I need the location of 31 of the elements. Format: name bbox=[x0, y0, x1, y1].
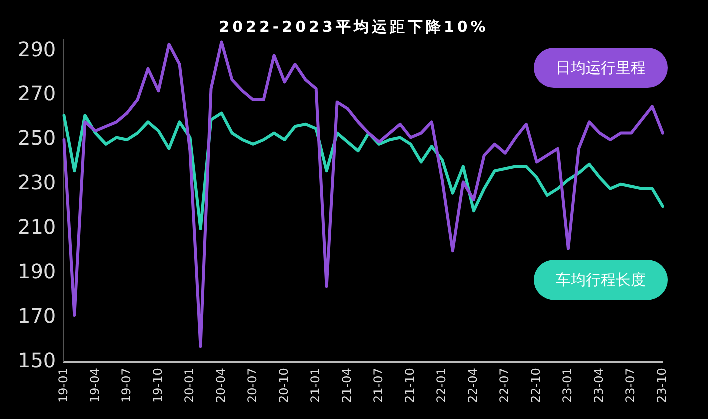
x-tick-label: 22-07 bbox=[498, 368, 512, 404]
x-tick-label: 19-01 bbox=[56, 368, 70, 404]
x-tick-label: 23-10 bbox=[655, 368, 670, 404]
y-tick-label: 210 bbox=[18, 215, 56, 240]
x-tick-label: 22-04 bbox=[466, 368, 480, 404]
y-tick-label: 270 bbox=[18, 82, 56, 106]
text: 车均行程长度 bbox=[556, 271, 646, 290]
y-tick-label: 170 bbox=[18, 304, 56, 328]
x-tick-label: 19-07 bbox=[119, 368, 134, 404]
x-tick-label: 22-01 bbox=[434, 368, 449, 404]
x-tick-label: 23-04 bbox=[592, 368, 606, 404]
text: 日均运行里程 bbox=[556, 58, 646, 77]
x-tick-label: 23-07 bbox=[624, 368, 638, 404]
x-tick-label: 20-10 bbox=[276, 368, 291, 404]
x-tick-label: 21-04 bbox=[340, 368, 354, 404]
x-tick-label: 21-01 bbox=[308, 368, 322, 404]
y-tick-label: 290 bbox=[18, 37, 56, 62]
x-tick-label: 21-10 bbox=[402, 368, 417, 404]
x-tick-label: 19-10 bbox=[150, 368, 165, 404]
y-tick-label: 250 bbox=[18, 126, 56, 150]
chart-title: 2022-2023平均运距下降10% bbox=[218, 18, 490, 37]
x-tick-label: 20-01 bbox=[182, 368, 196, 404]
x-tick-label: 19-04 bbox=[88, 368, 102, 404]
x-tick-label: 20-04 bbox=[214, 368, 228, 404]
x-tick-label: 22-10 bbox=[529, 368, 544, 404]
y-tick-label: 190 bbox=[18, 259, 56, 284]
x-tick-label: 20-07 bbox=[245, 368, 260, 404]
y-tick-label: 230 bbox=[18, 170, 56, 195]
y-tick-label: 150 bbox=[18, 348, 56, 372]
x-tick-label: 21-07 bbox=[371, 368, 386, 404]
x-tick-label: 23-01 bbox=[560, 368, 575, 404]
